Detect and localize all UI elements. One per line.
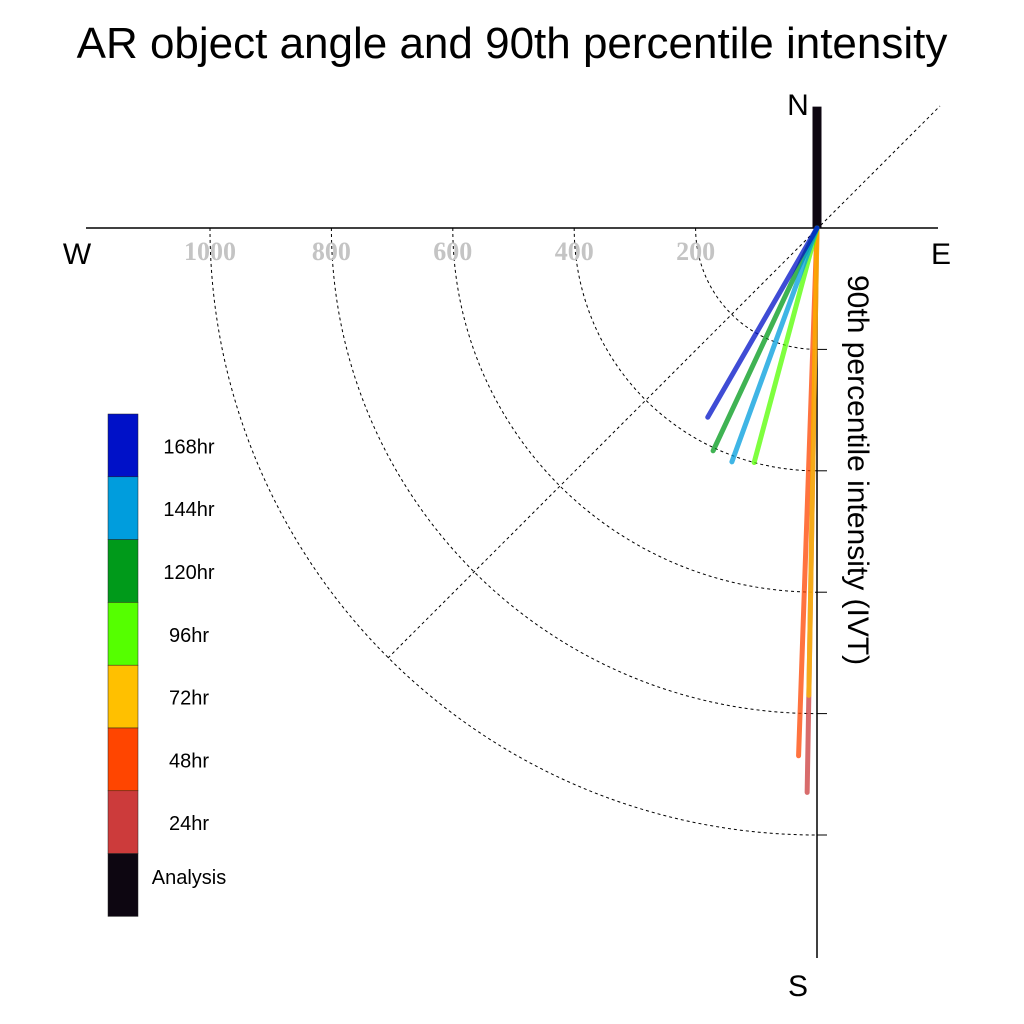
legend-label-48hr: 48hr [169, 750, 209, 772]
legend-swatch-48hr [107, 727, 139, 792]
vector-72hr [806, 225, 820, 698]
vector-144hr [729, 225, 820, 465]
compass-south: S [788, 970, 808, 1003]
compass-east: E [931, 238, 951, 271]
compass-west: W [63, 238, 92, 271]
compass-north: N [787, 89, 809, 122]
legend-label-168hr: 168hr [163, 436, 214, 458]
legend-label-72hr: 72hr [169, 688, 209, 710]
tick-label-400: 400 [555, 237, 594, 266]
legend-swatch-96hr [107, 602, 139, 666]
vector-96hr [751, 225, 820, 466]
tick-label-600: 600 [433, 237, 472, 266]
series-vectors [705, 106, 822, 795]
legend-swatch-168hr [107, 413, 139, 478]
diagonal-guide [387, 105, 941, 659]
legend-label-96hr: 96hr [169, 625, 209, 647]
legend-swatch-24hr [107, 790, 139, 854]
tick-label-1000: 1000 [184, 237, 236, 266]
vector-120hr [710, 225, 820, 454]
legend-label-120hr: 120hr [163, 562, 214, 584]
vector-168hr [705, 225, 820, 420]
chart-title: AR object angle and 90th percentile inte… [77, 19, 948, 68]
axis-label: 90th percentile intensity (IVT) [841, 275, 874, 665]
legend-label-144hr: 144hr [163, 499, 214, 521]
legend-swatch-144hr [107, 476, 139, 540]
legend-label-24hr: 24hr [169, 813, 209, 835]
radial-ring-200 [695, 227, 818, 350]
radial-tick-labels: 200 400 600 800 1000 [184, 237, 715, 266]
radial-ring-400 [573, 227, 818, 472]
radial-ring-1000 [209, 227, 818, 836]
tick-label-800: 800 [312, 237, 351, 266]
radial-ring-800 [330, 227, 818, 715]
radial-ring-600 [452, 227, 818, 593]
tick-label-200: 200 [676, 237, 715, 266]
legend-label-analysis: Analysis [152, 867, 226, 889]
legend: 168hr 144hr 120hr 96hr 72hr 48hr 24hr Analysis [107, 413, 226, 917]
legend-swatch-analysis [107, 853, 139, 917]
legend-swatch-120hr [107, 539, 139, 603]
radial-rings [209, 227, 827, 836]
legend-swatch-72hr [107, 664, 139, 729]
